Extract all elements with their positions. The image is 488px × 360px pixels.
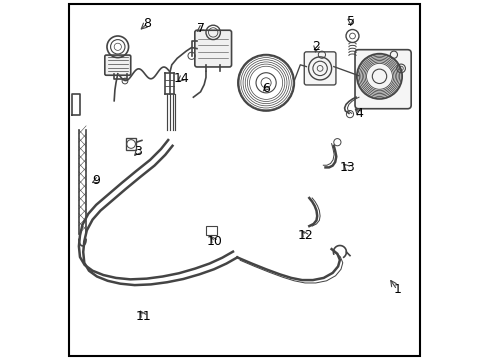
- Text: 4: 4: [355, 107, 363, 120]
- FancyBboxPatch shape: [354, 50, 410, 109]
- Text: 10: 10: [206, 235, 223, 248]
- Text: 2: 2: [312, 40, 320, 53]
- Text: 14: 14: [173, 72, 189, 85]
- Text: 11: 11: [136, 310, 151, 323]
- Bar: [125, 138, 136, 150]
- Bar: [205, 226, 217, 235]
- Text: 12: 12: [297, 229, 313, 242]
- FancyBboxPatch shape: [194, 30, 231, 67]
- Text: 3: 3: [134, 145, 142, 158]
- Text: 5: 5: [346, 15, 354, 28]
- Text: 6: 6: [262, 82, 269, 95]
- FancyBboxPatch shape: [304, 52, 335, 85]
- Text: 13: 13: [339, 161, 354, 174]
- FancyBboxPatch shape: [104, 55, 130, 75]
- Text: 9: 9: [92, 174, 100, 187]
- Text: 8: 8: [143, 17, 151, 30]
- Text: 7: 7: [196, 22, 204, 35]
- Text: 1: 1: [392, 283, 400, 296]
